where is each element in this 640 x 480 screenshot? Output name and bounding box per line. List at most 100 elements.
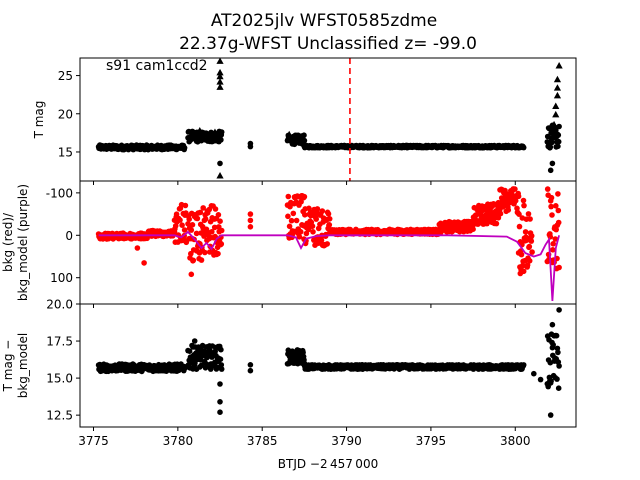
upper-limit-triangle: [216, 68, 224, 76]
segment-11-point: [520, 197, 527, 204]
outlier-point: [247, 211, 254, 217]
upper-limit-triangle: [216, 172, 224, 179]
bottom-panel-y-label-line-1: T mag −: [1, 340, 15, 393]
x-tick-label: 3785: [247, 434, 278, 448]
segment-5-point: [285, 213, 291, 220]
segment-4-point: [211, 224, 218, 231]
figure-title: AT2025jlv WFST0585zdme 22.37g-WFST Uncla…: [179, 11, 477, 54]
segment-11-point: [525, 211, 532, 217]
middle-panel-background: -100 0 100 bkg (red)/ bkg_model (purple): [1, 180, 577, 308]
outlier-point: [217, 399, 223, 405]
segment-11-point: [528, 233, 535, 239]
title-line-2: 22.37g-WFST Unclassified z= -99.0: [179, 34, 477, 54]
segment-4-point: [547, 359, 554, 366]
segment-4-point: [556, 363, 562, 369]
outlier-point: [247, 140, 254, 147]
segment-6-point: [313, 216, 320, 222]
segment-3-point: [520, 362, 527, 368]
segment-2-point: [182, 202, 189, 209]
segment-11-point: [521, 202, 527, 209]
upper-limit-triangle: [552, 102, 560, 110]
segment-9-point: [475, 221, 482, 227]
segment-6-point: [325, 211, 332, 217]
segment-2-point: [177, 217, 183, 223]
segment-1-point: [198, 362, 205, 369]
segment-0-point: [181, 365, 188, 372]
segment-12-point: [553, 203, 559, 209]
segment-1-point: [218, 366, 225, 372]
top-panel-y-label: T mag: [32, 101, 46, 140]
segment-11-point: [516, 223, 523, 230]
segment-1-point: [218, 362, 225, 368]
outlier-point: [217, 381, 223, 387]
segment-5-point: [293, 217, 300, 224]
segment-3-point: [188, 227, 195, 233]
y-tick-label: 100: [50, 271, 73, 285]
outlier-point: [556, 307, 562, 313]
segment-3-point: [188, 250, 194, 257]
segment-6-point: [319, 208, 326, 214]
y-tick-label: 25: [58, 69, 73, 83]
upper-limit-triangle: [550, 120, 558, 128]
segment-12-point: [549, 212, 555, 218]
top-panel-y-ticks: 15 20 25: [58, 69, 80, 159]
segment-4-point: [553, 332, 560, 339]
segment-4-point: [555, 349, 561, 356]
segment-2-point: [301, 132, 307, 138]
upper-limit-triangle: [211, 128, 219, 135]
segment-3-point: [197, 209, 204, 216]
middle-panel-y-label-line-2: bkg_model (purple): [16, 184, 30, 301]
segment-10-point: [515, 193, 522, 200]
segment-1-point: [203, 361, 210, 368]
top-panel-magnitude: 15 20 25 T mag s91 cam1ccd2: [32, 57, 577, 185]
top-panel-marks: [92, 57, 563, 185]
bottom-panel-y-label-line-2: bkg_model: [16, 333, 30, 399]
segment-5-point: [290, 210, 297, 217]
y-tick-label: 20: [58, 107, 73, 121]
upper-limit-triangle: [553, 91, 562, 99]
outlier-point: [537, 376, 544, 383]
sector-camera-ccd-label: s91 cam1ccd2: [106, 58, 208, 74]
segment-12-point: [555, 191, 561, 197]
segment-2-point: [292, 140, 298, 147]
upper-limit-triangle: [555, 62, 563, 69]
outlier-point: [213, 251, 220, 258]
upper-limit-triangle: [285, 130, 293, 138]
outlier-point: [549, 321, 556, 328]
outlier-point: [191, 338, 198, 344]
upper-limit-triangle: [216, 72, 224, 80]
segment-4-point: [212, 206, 219, 212]
segment-11-point: [526, 258, 533, 264]
bkg-model-line: [98, 230, 560, 302]
segment-5-point: [296, 234, 303, 240]
segment-4-point: [218, 241, 225, 247]
bottom-panel-y-ticks: 12.5 15.0 17.5 20.0: [46, 298, 80, 423]
segment-3-point: [189, 222, 196, 228]
bottom-panel-marks: [95, 307, 562, 418]
middle-panel-marks: [92, 186, 562, 308]
y-tick-label: 12.5: [46, 409, 73, 423]
segment-3-point: [193, 230, 200, 237]
segment-4-point: [555, 143, 561, 150]
x-axis-label: BTJD −2 457 000: [278, 457, 378, 471]
x-tick-label: 3790: [331, 434, 362, 448]
outlier-point: [247, 217, 254, 224]
segment-1-point: [218, 137, 224, 143]
segment-6-point: [326, 216, 333, 222]
segment-12-point: [548, 194, 555, 201]
upper-limit-triangle: [553, 84, 562, 91]
segment-11-point: [526, 243, 533, 250]
outlier-point: [188, 271, 195, 278]
x-tick-label: 3780: [163, 434, 194, 448]
x-axis-ticks: 3775 3780 3785 3790 3795 3800: [78, 427, 531, 448]
outlier-point: [190, 344, 196, 350]
segment-6-point: [309, 223, 316, 229]
segment-12-point: [548, 203, 554, 210]
segment-2-point: [179, 222, 185, 228]
segment-3-point: [190, 257, 197, 264]
segment-3-point: [520, 144, 527, 151]
segment-6-point: [318, 237, 325, 243]
segment-5-point: [286, 223, 293, 230]
upper-limit-triangle: [552, 110, 560, 118]
